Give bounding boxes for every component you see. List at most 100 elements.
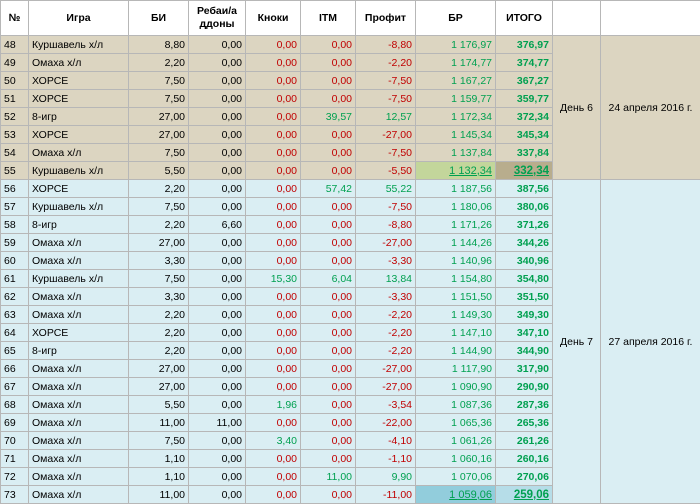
knockout-cell[interactable]: 0,00: [246, 144, 301, 162]
bankroll-cell[interactable]: 1 180,06: [416, 198, 496, 216]
row-number[interactable]: 58: [1, 216, 29, 234]
total-cell[interactable]: 359,77: [496, 90, 553, 108]
header-game[interactable]: Игра: [29, 1, 129, 36]
game-cell[interactable]: Куршавель х/л: [29, 270, 129, 288]
itm-cell[interactable]: 0,00: [301, 198, 356, 216]
profit-cell[interactable]: -4,10: [356, 432, 416, 450]
header-itm[interactable]: ITM: [301, 1, 356, 36]
knockout-cell[interactable]: 0,00: [246, 414, 301, 432]
knockout-cell[interactable]: 0,00: [246, 108, 301, 126]
row-number[interactable]: 60: [1, 252, 29, 270]
bankroll-cell[interactable]: 1 159,77: [416, 90, 496, 108]
itm-cell[interactable]: 0,00: [301, 36, 356, 54]
buyin-cell[interactable]: 7,50: [129, 432, 189, 450]
total-cell[interactable]: 344,26: [496, 234, 553, 252]
profit-cell[interactable]: -7,50: [356, 90, 416, 108]
day-label[interactable]: День 6: [553, 36, 601, 180]
knockout-cell[interactable]: 0,00: [246, 162, 301, 180]
game-cell[interactable]: Омаха х/л: [29, 396, 129, 414]
itm-cell[interactable]: 0,00: [301, 90, 356, 108]
game-cell[interactable]: ХОРСЕ: [29, 126, 129, 144]
bankroll-cell[interactable]: 1 147,10: [416, 324, 496, 342]
profit-cell[interactable]: 55,22: [356, 180, 416, 198]
total-cell[interactable]: 261,26: [496, 432, 553, 450]
row-number[interactable]: 56: [1, 180, 29, 198]
itm-cell[interactable]: 0,00: [301, 252, 356, 270]
itm-cell[interactable]: 0,00: [301, 306, 356, 324]
buyin-cell[interactable]: 8,80: [129, 36, 189, 54]
bankroll-cell[interactable]: 1 149,30: [416, 306, 496, 324]
day-label[interactable]: День 7: [553, 180, 601, 504]
game-cell[interactable]: Омаха х/л: [29, 288, 129, 306]
rebuy-cell[interactable]: 6,60: [189, 216, 246, 234]
row-number[interactable]: 61: [1, 270, 29, 288]
bankroll-cell[interactable]: 1 061,26: [416, 432, 496, 450]
rebuy-cell[interactable]: 0,00: [189, 432, 246, 450]
game-cell[interactable]: ХОРСЕ: [29, 180, 129, 198]
knockout-cell[interactable]: 0,00: [246, 252, 301, 270]
profit-cell[interactable]: -3,30: [356, 252, 416, 270]
rebuy-cell[interactable]: 0,00: [189, 162, 246, 180]
profit-cell[interactable]: -5,50: [356, 162, 416, 180]
knockout-cell[interactable]: 0,00: [246, 468, 301, 486]
rebuy-cell[interactable]: 0,00: [189, 72, 246, 90]
rebuy-cell[interactable]: 0,00: [189, 378, 246, 396]
itm-cell[interactable]: 11,00: [301, 468, 356, 486]
total-cell[interactable]: 354,80: [496, 270, 553, 288]
buyin-cell[interactable]: 2,20: [129, 180, 189, 198]
game-cell[interactable]: 8-игр: [29, 108, 129, 126]
bankroll-cell[interactable]: 1 090,90: [416, 378, 496, 396]
row-number[interactable]: 71: [1, 450, 29, 468]
total-cell[interactable]: 347,10: [496, 324, 553, 342]
total-cell[interactable]: 374,77: [496, 54, 553, 72]
buyin-cell[interactable]: 1,10: [129, 468, 189, 486]
itm-cell[interactable]: 0,00: [301, 342, 356, 360]
row-number[interactable]: 72: [1, 468, 29, 486]
bankroll-cell[interactable]: 1 154,80: [416, 270, 496, 288]
knockout-cell[interactable]: 0,00: [246, 486, 301, 504]
total-cell[interactable]: 265,36: [496, 414, 553, 432]
buyin-cell[interactable]: 7,50: [129, 90, 189, 108]
row-number[interactable]: 67: [1, 378, 29, 396]
row-number[interactable]: 69: [1, 414, 29, 432]
bankroll-cell[interactable]: 1 167,27: [416, 72, 496, 90]
rebuy-cell[interactable]: 0,00: [189, 54, 246, 72]
buyin-cell[interactable]: 7,50: [129, 270, 189, 288]
total-cell[interactable]: 345,34: [496, 126, 553, 144]
rebuy-cell[interactable]: 0,00: [189, 450, 246, 468]
game-cell[interactable]: 8-игр: [29, 342, 129, 360]
buyin-cell[interactable]: 11,00: [129, 486, 189, 504]
header-buyin[interactable]: БИ: [129, 1, 189, 36]
game-cell[interactable]: Омаха х/л: [29, 414, 129, 432]
buyin-cell[interactable]: 7,50: [129, 198, 189, 216]
profit-cell[interactable]: -8,80: [356, 36, 416, 54]
knockout-cell[interactable]: 0,00: [246, 234, 301, 252]
knockout-cell[interactable]: 0,00: [246, 198, 301, 216]
buyin-cell[interactable]: 2,20: [129, 306, 189, 324]
row-number[interactable]: 68: [1, 396, 29, 414]
knockout-cell[interactable]: 0,00: [246, 450, 301, 468]
knockout-cell[interactable]: 0,00: [246, 378, 301, 396]
profit-cell[interactable]: -1,10: [356, 450, 416, 468]
total-cell[interactable]: 372,34: [496, 108, 553, 126]
row-number[interactable]: 62: [1, 288, 29, 306]
rebuy-cell[interactable]: 11,00: [189, 414, 246, 432]
knockout-cell[interactable]: 0,00: [246, 288, 301, 306]
game-cell[interactable]: ХОРСЕ: [29, 90, 129, 108]
itm-cell[interactable]: 6,04: [301, 270, 356, 288]
knockout-cell[interactable]: 0,00: [246, 324, 301, 342]
knockout-cell[interactable]: 3,40: [246, 432, 301, 450]
profit-cell[interactable]: -27,00: [356, 234, 416, 252]
game-cell[interactable]: Омаха х/л: [29, 360, 129, 378]
bankroll-cell[interactable]: 1 140,96: [416, 252, 496, 270]
bankroll-cell[interactable]: 1 065,36: [416, 414, 496, 432]
game-cell[interactable]: Омаха х/л: [29, 54, 129, 72]
game-cell[interactable]: Омаха х/л: [29, 432, 129, 450]
bankroll-cell[interactable]: 1 137,84: [416, 144, 496, 162]
total-cell[interactable]: 287,36: [496, 396, 553, 414]
buyin-cell[interactable]: 2,20: [129, 324, 189, 342]
header-number[interactable]: №: [1, 1, 29, 36]
profit-cell[interactable]: -7,50: [356, 144, 416, 162]
game-cell[interactable]: Омаха х/л: [29, 306, 129, 324]
rebuy-cell[interactable]: 0,00: [189, 360, 246, 378]
